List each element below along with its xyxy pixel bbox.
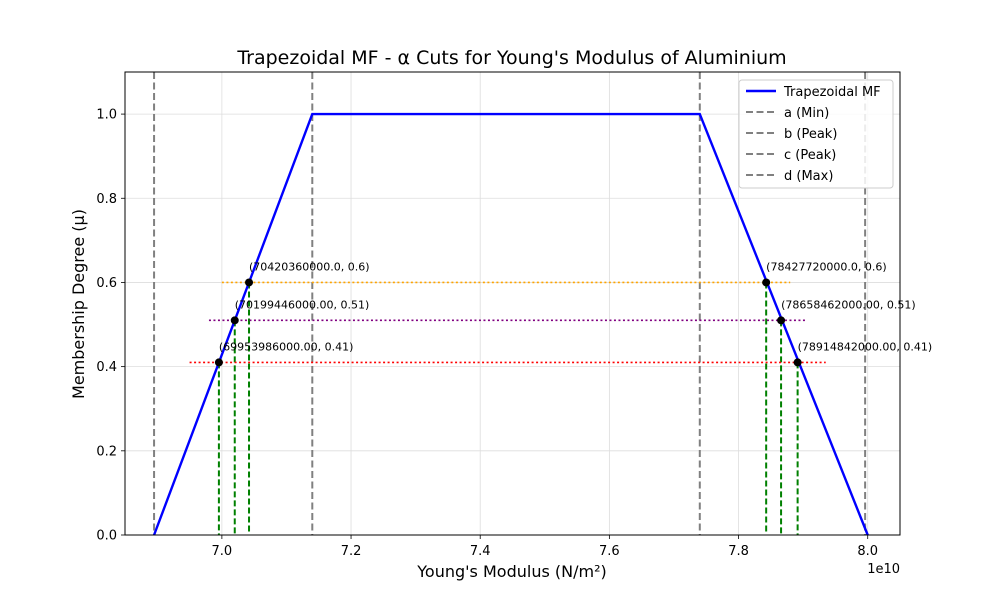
x-axis-offset-label: 1e10 xyxy=(867,562,900,577)
y-axis-label: Membership Degree (μ) xyxy=(69,209,88,399)
legend-box xyxy=(738,79,894,189)
x-tick-label: 7.8 xyxy=(728,544,749,559)
alpha-cut-annotation: (78427720000.0, 0.6) xyxy=(766,260,887,273)
alpha-cut-lines xyxy=(189,281,826,535)
alpha-cut-annotation: (70420360000.0, 0.6) xyxy=(249,260,370,273)
alpha-cut-point xyxy=(214,358,223,367)
y-tick-label: 0.0 xyxy=(96,529,117,544)
alpha-cut-points xyxy=(214,278,802,367)
alpha-cut-annotation: (70199446000.00, 0.51) xyxy=(235,298,370,311)
alpha-cut-point xyxy=(230,316,239,325)
legend-label: Trapezoidal MF xyxy=(783,85,881,100)
alpha-cut-annotations: (70420360000.0, 0.6) (78427720000.0, 0.6)… xyxy=(219,260,932,353)
alpha-cut-point xyxy=(245,278,254,287)
axis-ticks: 7.0 7.2 7.4 7.6 7.8 8.0 0.0 0.2 0.4 0.6 0.8 1.0 xyxy=(96,108,878,559)
legend-label: b (Peak) xyxy=(784,127,837,142)
legend-label: a (Min) xyxy=(784,106,829,121)
alpha-cut-point xyxy=(777,316,786,325)
y-tick-label: 0.8 xyxy=(96,192,117,207)
alpha-cut-point xyxy=(762,278,771,287)
legend-items: Trapezoidal MF a (Min) b (Peak) c (Peak) d (… xyxy=(746,85,881,184)
y-tick-label: 0.2 xyxy=(96,444,117,459)
legend-label: c (Peak) xyxy=(784,148,836,163)
y-tick-label: 1.0 xyxy=(96,108,117,123)
alpha-cut-annotation: (69953986000.00, 0.41) xyxy=(219,340,354,353)
alpha-cut-annotation: (78658462000.00, 0.51) xyxy=(781,298,916,311)
alpha-cut-point xyxy=(793,358,802,367)
legend-label: d (Max) xyxy=(784,169,833,184)
plot-frame xyxy=(124,71,901,536)
x-tick-label: 7.2 xyxy=(341,544,362,559)
series-line xyxy=(152,112,869,536)
x-tick-label: 7.0 xyxy=(212,544,233,559)
x-axis-label: Young's Modulus (N/m²) xyxy=(416,562,606,581)
series-layer xyxy=(152,112,869,536)
x-tick-label: 8.0 xyxy=(857,544,878,559)
x-tick-label: 7.4 xyxy=(470,544,491,559)
alpha-cut-annotation: (78914842000.00, 0.41) xyxy=(798,340,933,353)
y-tick-label: 0.6 xyxy=(96,276,117,291)
legend: Trapezoidal MF a (Min) b (Peak) c (Peak) d (… xyxy=(738,79,894,189)
x-tick-label: 7.6 xyxy=(599,544,620,559)
y-tick-label: 0.4 xyxy=(96,360,117,375)
chart-title: Trapezoidal MF - α Cuts for Young's Modu… xyxy=(236,47,786,69)
